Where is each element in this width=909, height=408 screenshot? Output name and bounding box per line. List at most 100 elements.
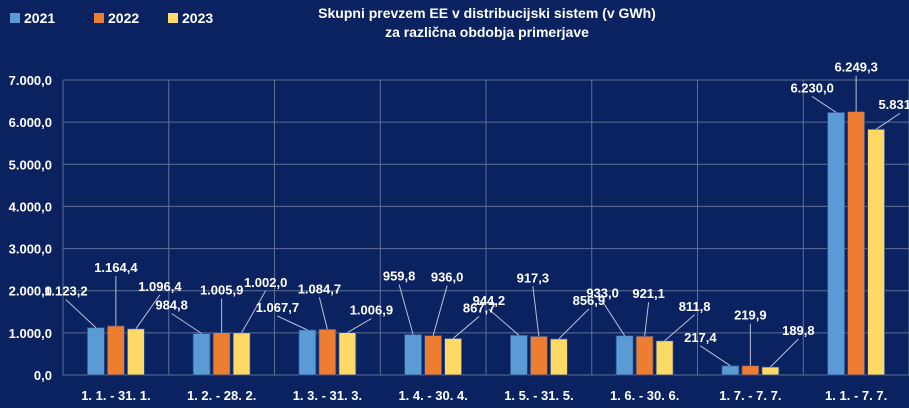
data-label: 933,0	[586, 286, 619, 301]
data-label: 811,8	[679, 299, 711, 314]
label-leader	[171, 313, 202, 334]
x-tick-label: 1. 7. - 7. 7.	[719, 388, 781, 403]
data-label: 1.164,4	[94, 260, 138, 275]
label-leader	[135, 294, 161, 330]
label-leader	[277, 315, 308, 331]
label-leader	[558, 308, 590, 340]
bar-2022	[106, 325, 125, 376]
data-label: 189,8	[782, 323, 815, 338]
bar-2023	[444, 338, 463, 376]
y-tick-label: 2.000,0	[9, 284, 52, 299]
bar-2022	[741, 365, 760, 376]
label-leader	[700, 345, 731, 367]
data-label: 917,3	[517, 270, 550, 285]
x-tick-label: 1. 1. - 7. 7.	[825, 388, 887, 403]
bar-2021	[86, 327, 105, 376]
bar-2023	[549, 338, 568, 376]
data-label: 5.831,6	[878, 97, 909, 112]
legend-swatch	[10, 13, 20, 23]
legend-label: 2022	[108, 10, 139, 26]
data-label: 219,9	[734, 308, 767, 323]
x-tick-label: 1. 1. - 31. 1.	[81, 388, 150, 403]
bar-2021	[192, 333, 211, 376]
legend-item-2022: 2022	[94, 10, 139, 26]
data-label: 1.005,9	[200, 283, 243, 298]
y-tick-label: 4.000,0	[9, 199, 52, 214]
bar-2023	[126, 328, 145, 376]
y-tick-label: 5.000,0	[9, 157, 52, 172]
chart-title-line-2: za različna obdobja primerjave	[385, 24, 589, 40]
data-label: 867,7	[463, 300, 496, 315]
label-leader	[347, 318, 372, 333]
bar-2023	[867, 128, 886, 376]
label-leader	[875, 112, 901, 130]
legend-item-2023: 2023	[168, 10, 213, 26]
y-axis: 0,0 1.000,0 2.000,0 3.000,0 4.000,0 5.000,0 6.…	[9, 73, 52, 383]
label-leader	[532, 286, 540, 337]
data-label: 1.067,7	[256, 300, 299, 315]
x-tick-label: 1. 3. - 31. 3.	[293, 388, 362, 403]
y-tick-label: 6.000,0	[9, 115, 52, 130]
legend-label: 2023	[182, 10, 213, 26]
bar-2023	[338, 332, 357, 376]
label-leader	[664, 314, 695, 342]
bar-2022	[847, 111, 866, 376]
bar-2023	[232, 332, 251, 376]
label-leader	[488, 308, 520, 336]
legend-label: 2021	[24, 10, 55, 26]
bar-2021	[404, 334, 423, 376]
data-label: 959,8	[383, 269, 416, 284]
label-leader	[318, 297, 328, 330]
data-label: 1.002,0	[244, 275, 287, 290]
bar-2022	[529, 335, 548, 376]
x-tick-label: 1. 6. - 30. 6.	[610, 388, 679, 403]
label-leader	[398, 284, 414, 335]
data-label: 1.084,7	[298, 281, 341, 296]
bar-2023	[655, 340, 674, 376]
x-tick-label: 1. 4. - 30. 4.	[398, 388, 467, 403]
chart-title-line-1: Skupni prevzem EE v distribucijski siste…	[318, 5, 656, 21]
bar-2022	[318, 328, 337, 376]
y-tick-label: 1.000,0	[9, 326, 52, 341]
x-axis: 1. 1. - 31. 1. 1. 2. - 28. 2. 1. 3. - 31. …	[81, 388, 887, 403]
bar-2021	[509, 334, 528, 376]
y-tick-label: 3.000,0	[9, 242, 52, 257]
data-label: 1.006,9	[350, 303, 393, 318]
data-label: 217,4	[684, 330, 717, 345]
data-label: 944,2	[473, 293, 506, 308]
chart-title: Skupni prevzem EE v distribucijski siste…	[318, 5, 656, 40]
label-leader	[770, 338, 799, 368]
data-labels: 1.123,2 1.164,41.096,4 984,8 1.005,91.002,0…	[44, 60, 909, 345]
bar-2023	[761, 366, 780, 376]
data-label: 921,1	[632, 286, 665, 301]
data-label: 1.123,2	[44, 284, 87, 299]
data-label: 6.230,0	[790, 80, 833, 95]
bar-2022	[212, 332, 231, 376]
y-tick-label: 0,0	[34, 368, 52, 383]
label-leader	[644, 302, 650, 337]
data-label: 856,9	[573, 293, 606, 308]
y-tick-label: 7.000,0	[9, 73, 52, 88]
bar-2021	[298, 329, 317, 376]
x-tick-label: 1. 2. - 28. 2.	[187, 388, 256, 403]
x-tick-label: 1. 5. - 31. 5.	[504, 388, 573, 403]
bar-2021	[615, 335, 634, 376]
legend-item-2021: 2021	[10, 10, 55, 26]
label-leader	[241, 290, 267, 334]
legend-swatch	[168, 13, 178, 23]
data-label: 1.096,4	[138, 279, 182, 294]
bar-2021	[827, 112, 846, 376]
bar-2022	[424, 335, 443, 376]
bar-2021	[721, 365, 740, 376]
legend-swatch	[94, 13, 104, 23]
bar-2022	[635, 335, 654, 376]
label-leader	[811, 96, 837, 113]
label-leader	[432, 285, 448, 336]
label-leader	[602, 301, 626, 336]
label-leader	[452, 316, 480, 339]
data-label: 984,8	[155, 297, 188, 312]
data-label: 936,0	[431, 270, 464, 285]
legend: 2021 2022 2023	[10, 10, 213, 26]
label-leader	[65, 299, 97, 329]
